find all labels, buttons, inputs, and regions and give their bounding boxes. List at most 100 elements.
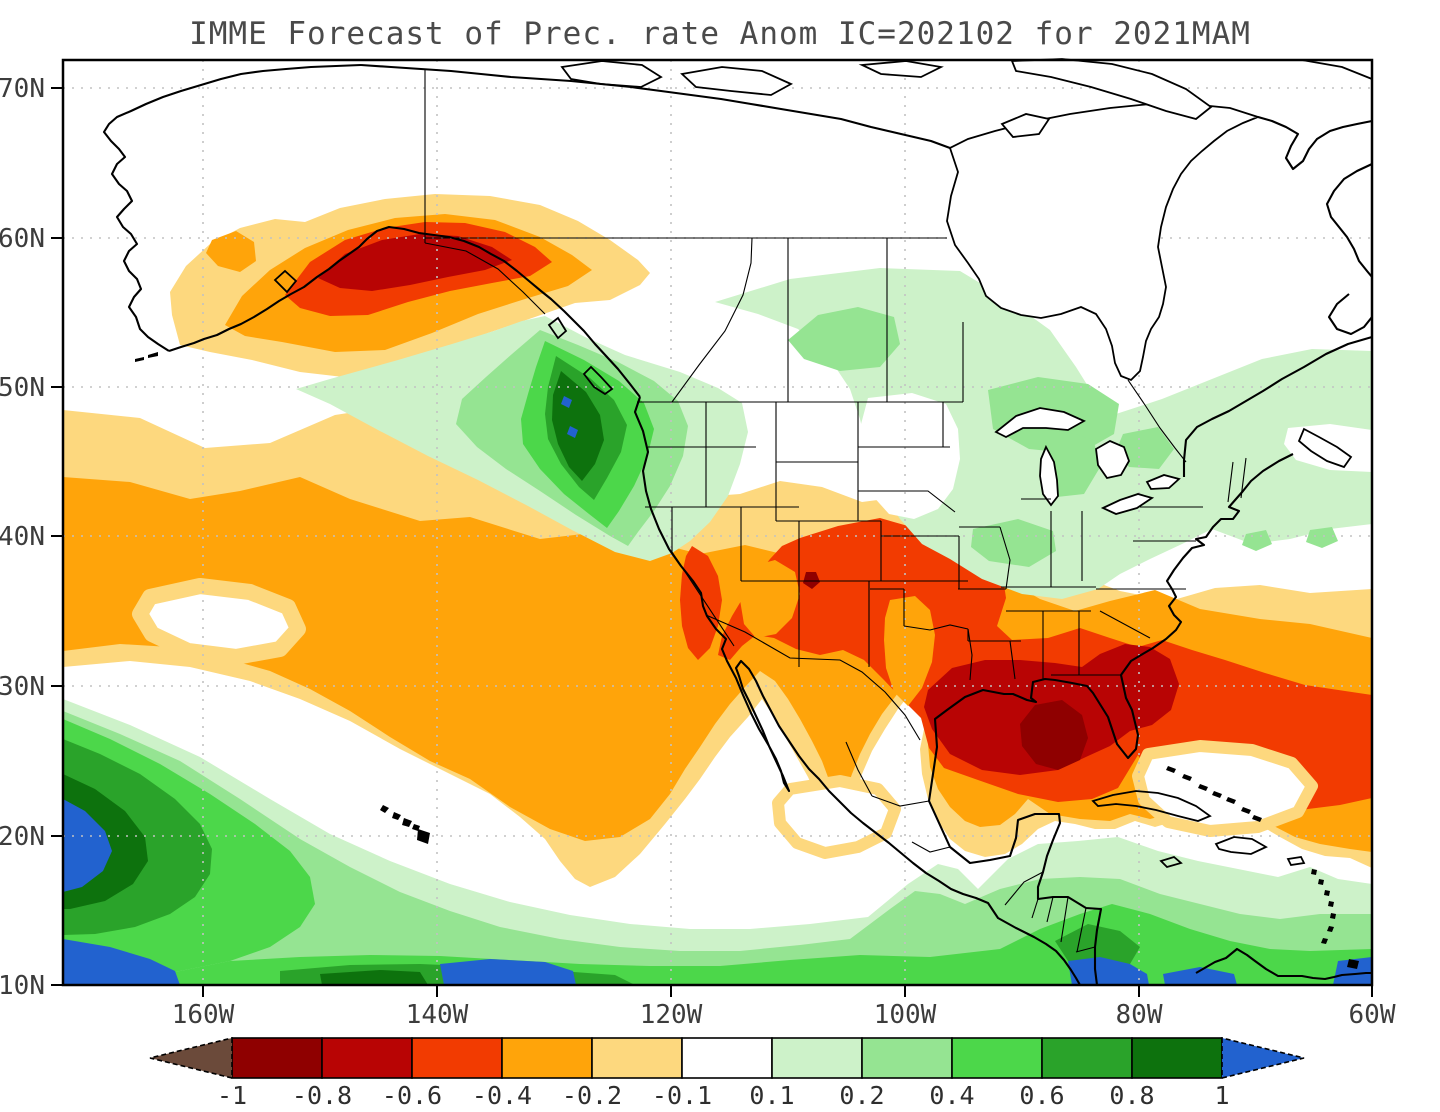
small-island xyxy=(1328,901,1334,907)
lake-outline xyxy=(1100,493,1155,515)
colorbar-label: -0.6 xyxy=(382,1081,442,1110)
lake-outline xyxy=(1145,474,1181,490)
x-tick-label: 120W xyxy=(640,1000,703,1030)
lake-outline xyxy=(1095,439,1130,480)
x-tick-label: 60W xyxy=(1349,1000,1396,1030)
y-tick-label: 40N xyxy=(0,522,45,552)
political-border xyxy=(1076,907,1087,953)
blue-panama xyxy=(1068,957,1149,985)
white-pocket-dakotas xyxy=(860,393,960,519)
coastline xyxy=(168,225,641,398)
arctic-island xyxy=(680,66,794,96)
arizona-orange-pocket xyxy=(740,560,800,638)
small-island xyxy=(1166,766,1176,773)
political-border xyxy=(999,526,1011,590)
small-island xyxy=(1327,926,1334,932)
political-border xyxy=(798,520,882,582)
island-outline xyxy=(1214,836,1268,855)
coastline xyxy=(1182,335,1373,477)
white-pocket-smexico xyxy=(772,775,901,859)
colorbar-label: 0.6 xyxy=(1019,1081,1064,1110)
atlantic-mid-green-a xyxy=(1242,530,1272,551)
coastline xyxy=(1325,163,1373,278)
blue-br-corner xyxy=(1333,957,1372,985)
island-outline xyxy=(1297,427,1353,469)
small-island xyxy=(417,829,430,844)
huron-north-mid-green xyxy=(1116,427,1174,469)
x-tick-label: 140W xyxy=(406,1000,469,1030)
coastline xyxy=(1257,115,1373,171)
political-border xyxy=(1227,461,1234,503)
costarica-dark-green xyxy=(1055,924,1140,971)
y-tick-label: 10N xyxy=(0,971,45,1001)
colorbar-label: -0.1 xyxy=(652,1081,712,1110)
political-border xyxy=(911,841,951,853)
central-texas-orange-pocket xyxy=(884,596,935,706)
political-border xyxy=(1031,898,1039,919)
small-island xyxy=(1241,807,1251,814)
lake-outline xyxy=(946,103,1261,382)
white-pocket-pacific xyxy=(132,578,306,665)
colorbar-right-arrow xyxy=(1221,1036,1305,1080)
tropics-mid-green xyxy=(63,711,1372,985)
socal-vermillion xyxy=(680,546,722,660)
colorbar-segment xyxy=(591,1037,683,1079)
political-border xyxy=(424,242,546,315)
colorbar-label: 0.8 xyxy=(1109,1081,1154,1110)
arctic-island xyxy=(1000,113,1051,138)
colorbar-segment xyxy=(231,1037,323,1079)
y-tick-label: 70N xyxy=(0,74,45,104)
colorbar-segment xyxy=(861,1037,953,1079)
axis-layer: 160W 140W 120W 100W 80W 60W 70N 60N 50N 40N 30N 20N… xyxy=(0,74,1396,1030)
political-border xyxy=(871,795,930,807)
arctic-island xyxy=(1010,58,1213,120)
political-border xyxy=(671,507,735,647)
coastline xyxy=(1120,453,1294,676)
coastline xyxy=(360,63,951,149)
blue-colombia xyxy=(1163,967,1237,985)
political-border xyxy=(1004,871,1044,906)
white-pocket-gulf-stlawrence xyxy=(1284,424,1372,472)
political-border xyxy=(845,741,873,797)
frame-layer xyxy=(61,58,1374,987)
small-island xyxy=(1311,869,1317,875)
blue-west-mid xyxy=(63,799,112,892)
lake-outline xyxy=(994,407,1086,439)
island-outline xyxy=(1159,855,1183,869)
colorbar-label: -0.4 xyxy=(472,1081,532,1110)
colorbar-segment xyxy=(321,1037,413,1079)
colorbar-segment xyxy=(1041,1037,1133,1079)
political-border xyxy=(958,536,1006,590)
colorbar-segment xyxy=(771,1037,863,1079)
colorbar-label: -0.8 xyxy=(292,1081,352,1110)
gulf-maroon-core xyxy=(1020,700,1088,770)
small-island xyxy=(380,805,389,813)
coastline xyxy=(1195,947,1372,981)
political-border xyxy=(1075,946,1096,953)
basemap-layer xyxy=(102,58,1373,986)
chart-title: IMME Forecast of Prec. rate Anom IC=2021… xyxy=(189,16,1251,52)
tropics-darkest-band xyxy=(320,970,428,985)
small-island xyxy=(1324,890,1330,896)
small-island xyxy=(1198,784,1208,791)
small-island xyxy=(1226,797,1236,804)
political-border xyxy=(671,237,753,403)
y-tick-label: 20N xyxy=(0,822,45,852)
alaska-darkred xyxy=(318,234,512,291)
bc-blue-speck-a xyxy=(561,396,572,408)
small-island xyxy=(135,357,144,362)
small-island xyxy=(148,352,158,358)
political-border xyxy=(1127,379,1187,463)
arctic-island xyxy=(858,60,944,78)
political-border xyxy=(870,588,973,681)
x-tick-label: 80W xyxy=(1116,1000,1163,1030)
small-island xyxy=(392,812,401,820)
political-border xyxy=(858,490,956,513)
alaska-orange-spot xyxy=(206,231,256,272)
coastline xyxy=(1327,293,1373,336)
small-island xyxy=(1321,938,1328,944)
small-island xyxy=(1182,774,1192,781)
y-tick-label: 60N xyxy=(0,224,45,254)
political-border xyxy=(1240,457,1247,499)
